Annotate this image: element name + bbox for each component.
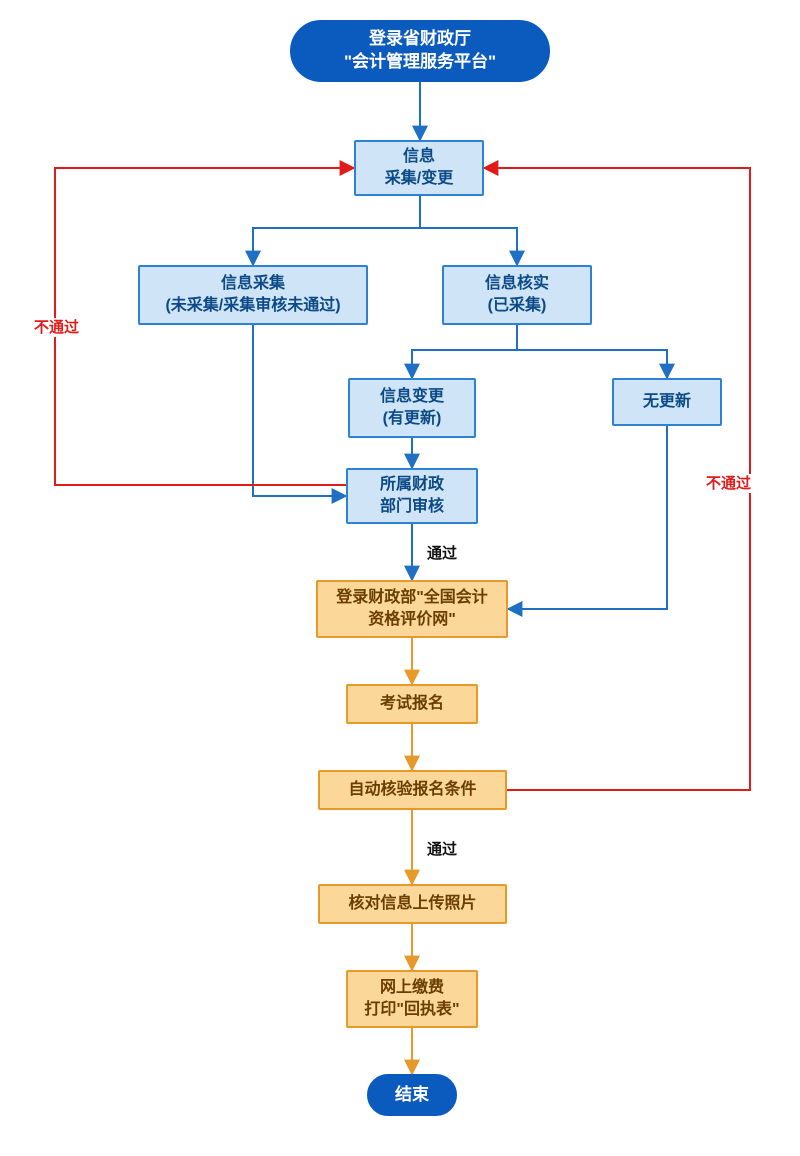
edge-label-failLeft: 不通过 [30,318,83,337]
edge-6 [412,350,517,378]
edge-4 [253,325,346,496]
node-text: 信息采集(未采集/采集审核未通过) [165,273,340,316]
edge-3 [420,228,517,265]
node-text: 登录省财政厅"会计管理服务平台" [344,28,496,74]
node-uploadPhoto: 核对信息上传照片 [318,884,507,924]
node-text: 信息变更(有更新) [380,386,444,429]
node-text: 考试报名 [380,693,444,715]
node-text: 核对信息上传照片 [348,893,476,915]
edge-2 [253,228,420,265]
node-text: 所属财政部门审核 [380,474,444,517]
node-text: 无更新 [643,391,691,413]
edge-7 [517,350,667,378]
flowchart-canvas: 登录省财政厅"会计管理服务平台" 信息采集/变更信息采集(未采集/采集审核未通过)… [0,0,800,1156]
node-verify: 信息核实(已采集) [442,265,592,325]
node-start: 登录省财政厅"会计管理服务平台" [290,20,550,82]
node-signup: 考试报名 [346,684,478,724]
node-leftCollect: 信息采集(未采集/采集审核未通过) [138,265,368,325]
edge-10 [508,426,667,609]
node-loginMof: 登录财政部"全国会计资格评价网" [316,580,508,638]
node-autoCheck: 自动核验报名条件 [318,770,507,810]
node-infoCollect: 信息采集/变更 [354,140,484,196]
node-infoChange: 信息变更(有更新) [348,378,476,438]
node-end: 结束 [367,1074,457,1116]
node-text: 结束 [395,1084,429,1107]
node-text: 信息采集/变更 [385,146,453,189]
node-deptReview: 所属财政部门审核 [346,468,478,524]
node-text: 登录财政部"全国会计资格评价网" [336,587,488,630]
edge-16 [55,168,354,485]
node-payPrint: 网上缴费打印"回执表" [346,970,478,1028]
edge-label-passAuto: 通过 [423,840,461,859]
edge-label-passDept: 通过 [423,544,461,563]
node-text: 自动核验报名条件 [348,779,476,801]
node-text: 网上缴费打印"回执表" [364,977,459,1020]
edge-label-failRight: 不通过 [702,474,755,493]
node-text: 信息核实(已采集) [485,273,549,316]
node-noUpdate: 无更新 [612,378,722,426]
